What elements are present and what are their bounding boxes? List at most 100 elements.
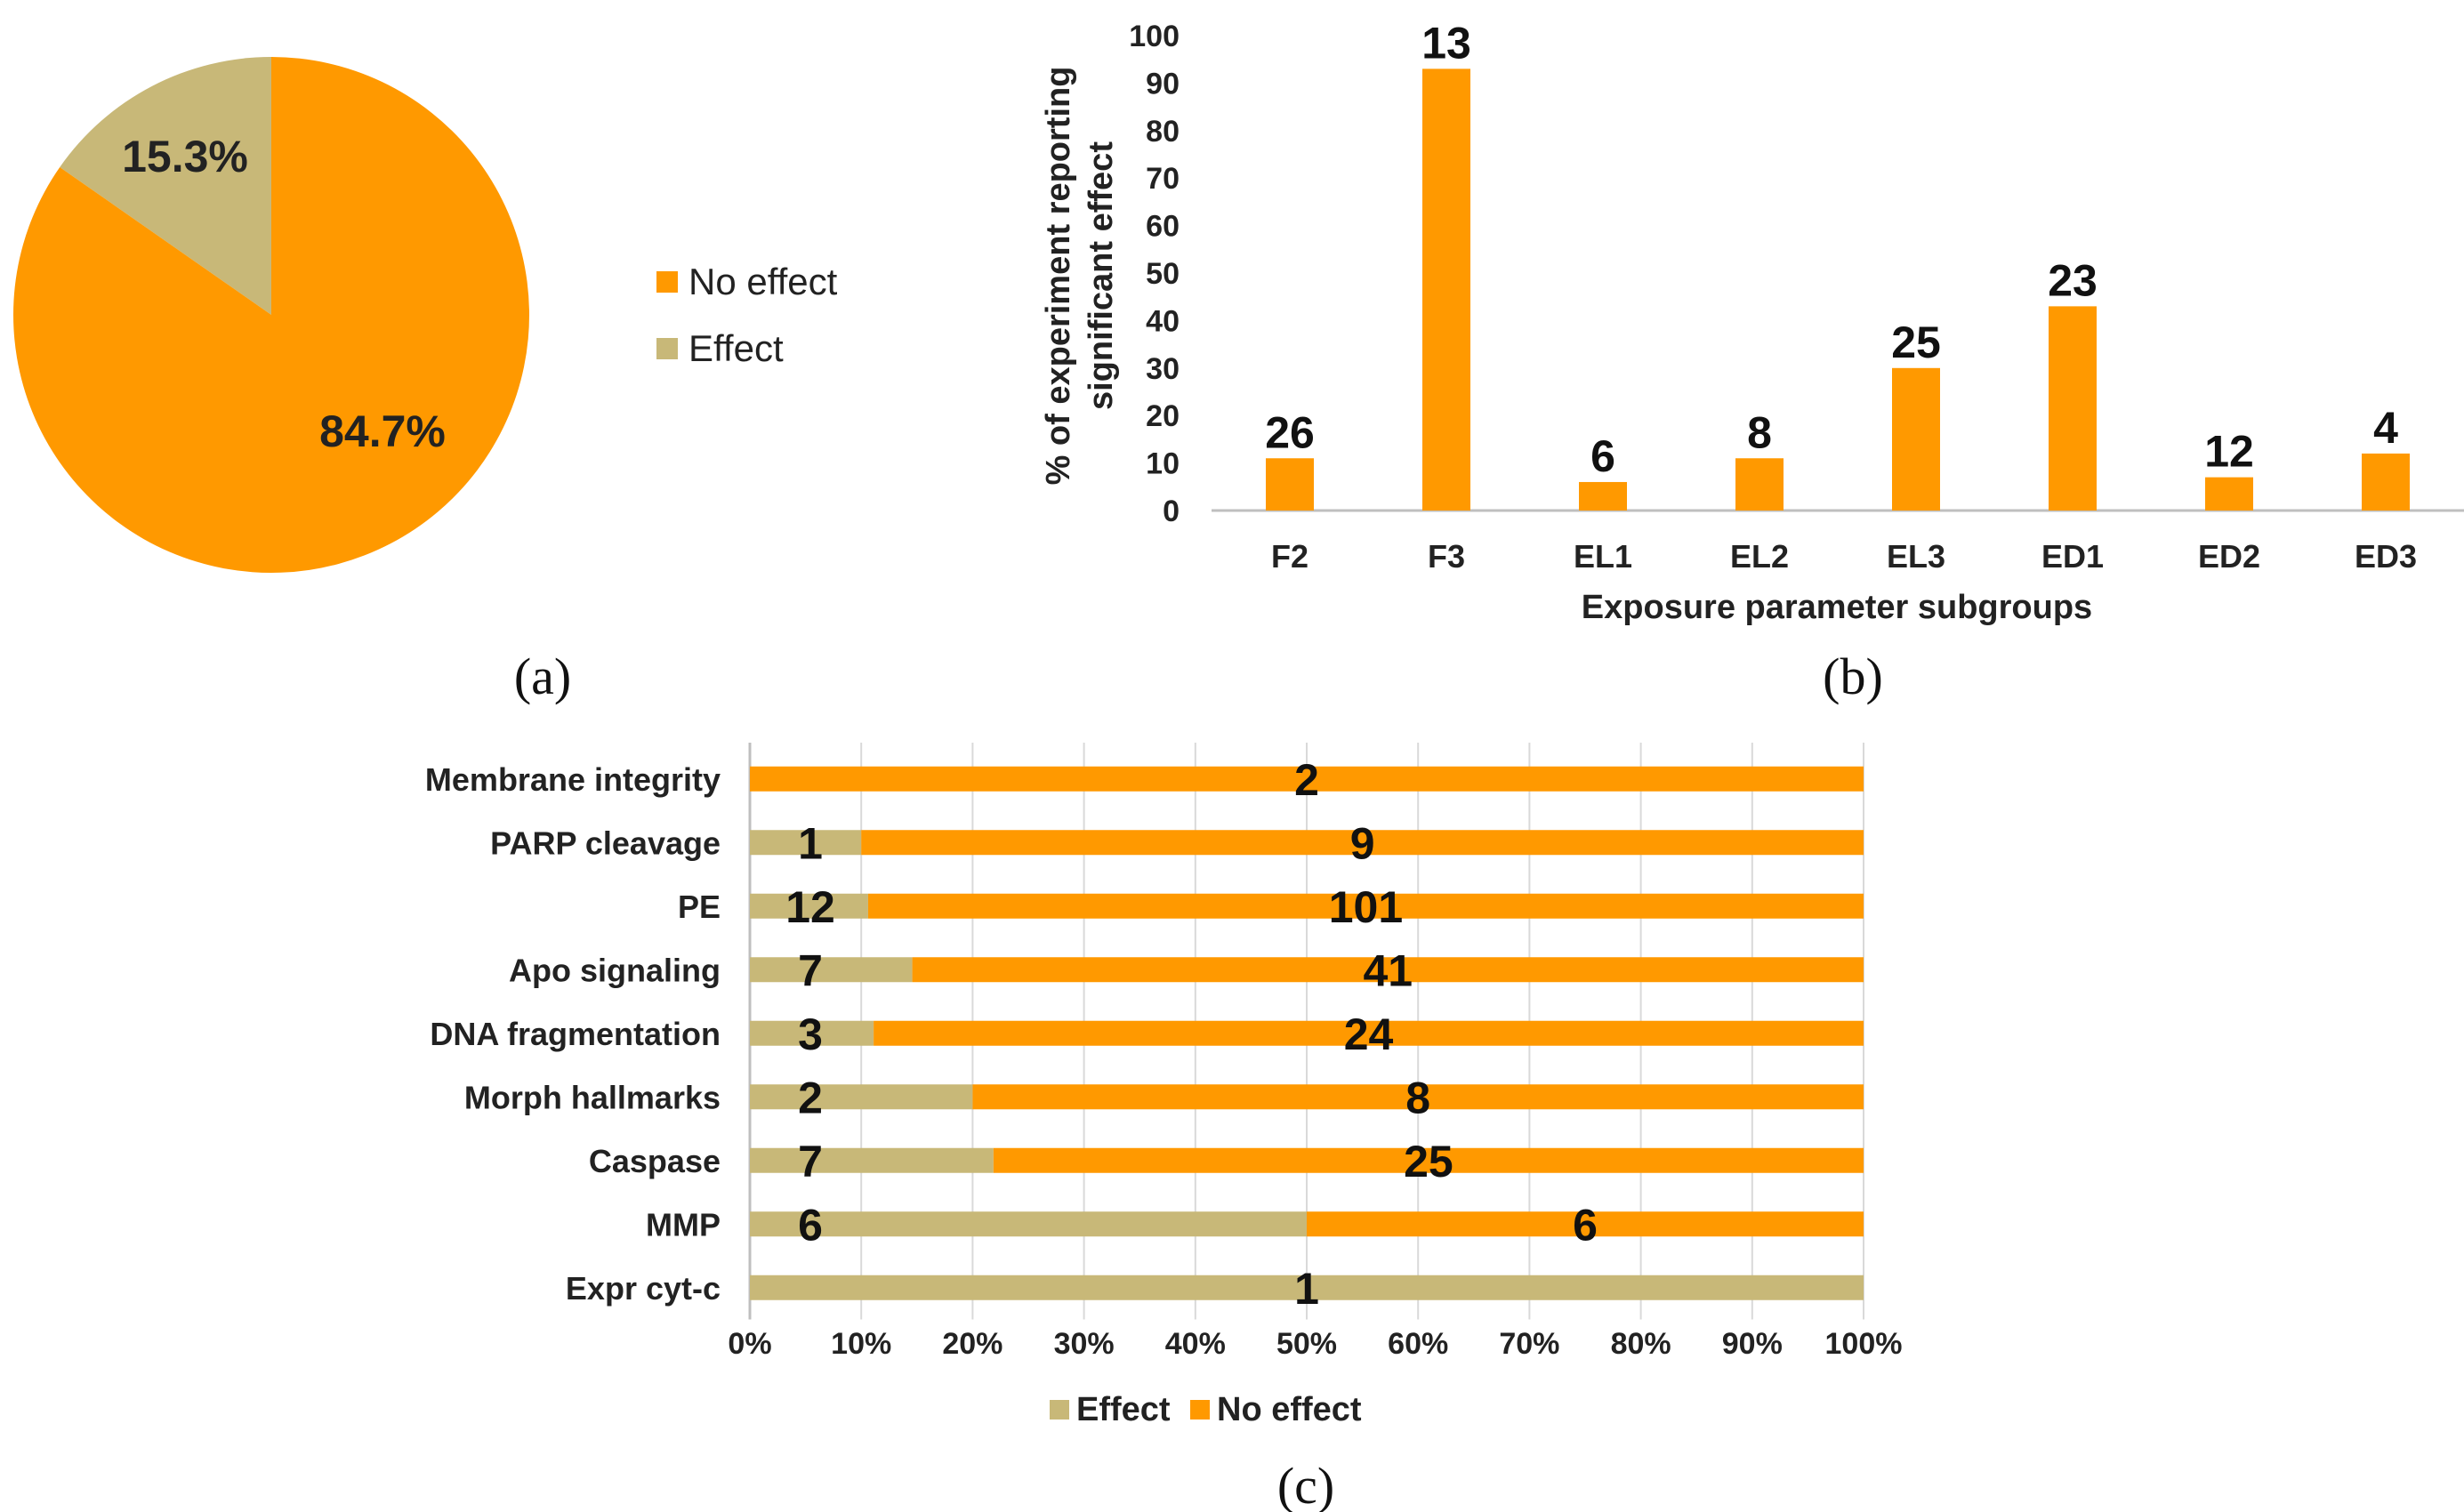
bar-label-ed1: 23 xyxy=(2048,255,2098,305)
bar-effect-parp-cleavage xyxy=(750,830,862,856)
y-category-apo-signaling: Apo signaling xyxy=(509,952,721,988)
x-axis-categories: F2 F3 EL1 EL2 EL3 ED1 ED2 ED3 xyxy=(1271,538,2417,575)
pie-legend: No effect Effect xyxy=(656,261,838,369)
y-tick-label: 100 xyxy=(1129,20,1180,53)
legend-label-no-effect: No effect xyxy=(1217,1391,1362,1428)
x-tick-label: 60% xyxy=(1388,1327,1448,1361)
x-tick-label: 30% xyxy=(1054,1327,1115,1361)
panel-label-c: (c) xyxy=(1277,1457,1334,1512)
bar-data-labels: 26 13 6 8 25 23 12 4 xyxy=(1265,18,2398,481)
label-no-effect-membrane-integrity: 2 xyxy=(1294,755,1319,805)
bar-effect-mmp xyxy=(750,1211,1307,1237)
legend-swatch-no-effect xyxy=(656,271,678,293)
legend-label-no-effect: No effect xyxy=(688,261,838,302)
bar-label-el2: 8 xyxy=(1747,407,1772,457)
y-category-mmp: MMP xyxy=(646,1206,721,1243)
bar-no-effect-membrane-integrity xyxy=(750,766,1864,792)
stacked-bars xyxy=(750,766,1864,1300)
y-tick-label: 70 xyxy=(1146,162,1180,196)
label-no-effect-dna-fragmentation: 24 xyxy=(1344,1009,1394,1059)
bar-label-el1: 6 xyxy=(1590,431,1615,481)
bar-f3 xyxy=(1422,68,1470,511)
y-category-expr-cyt-c: Expr cyt-c xyxy=(566,1270,721,1307)
label-no-effect-pe: 101 xyxy=(1329,882,1403,932)
y-tick-label: 60 xyxy=(1146,210,1180,244)
bar-no-effect-dna-fragmentation xyxy=(874,1020,1864,1046)
label-effect-morph-hallmarks: 2 xyxy=(798,1073,823,1122)
label-no-effect-caspase: 25 xyxy=(1404,1137,1453,1186)
y-tick-label: 20 xyxy=(1146,399,1180,433)
label-no-effect-morph-hallmarks: 8 xyxy=(1405,1073,1430,1122)
bar-no-effect-mmp xyxy=(1307,1211,1864,1237)
y-axis-title-line-2: significant effect xyxy=(1083,141,1120,410)
y-axis-categories: Membrane integrity PARP cleavage PE Apo sig… xyxy=(425,761,721,1307)
x-tick-label: 0% xyxy=(728,1327,771,1361)
bar-effect-apo-signaling xyxy=(750,957,913,983)
pie-label-no-effect: 84.7% xyxy=(319,406,446,456)
y-axis-title-line-1: % of experiment reporting xyxy=(1040,67,1077,486)
label-effect-mmp: 6 xyxy=(798,1200,823,1250)
y-tick-label: 10 xyxy=(1146,447,1180,481)
y-tick-label: 90 xyxy=(1146,67,1180,101)
x-category-f2: F2 xyxy=(1271,538,1308,575)
bar-no-effect-apo-signaling xyxy=(912,957,1864,983)
bar-label-ed3: 4 xyxy=(2373,403,2398,453)
label-no-effect-apo-signaling: 41 xyxy=(1363,945,1413,995)
stacked-bar-chart-c: 2 1 9 12 101 7 41 3 24 2 8 7 25 6 6 1 Membrane integrit… xyxy=(425,743,1903,1361)
y-tick-label: 0 xyxy=(1163,495,1180,528)
bar-label-f2: 26 xyxy=(1265,407,1315,457)
label-no-effect-mmp: 6 xyxy=(1573,1200,1598,1250)
y-category-dna-fragmentation: DNA fragmentation xyxy=(430,1016,721,1052)
label-effect-caspase: 7 xyxy=(798,1137,823,1186)
label-effect-expr-cyt-c: 1 xyxy=(1294,1264,1319,1314)
bar-effect-morph-hallmarks xyxy=(750,1084,973,1110)
y-tick-label: 50 xyxy=(1146,257,1180,291)
bar-effect-pe xyxy=(750,893,868,919)
panel-label-b: (b) xyxy=(1823,647,1883,705)
bar-label-el3: 25 xyxy=(1891,318,1941,367)
bar-ed2 xyxy=(2205,477,2253,511)
y-tick-label: 80 xyxy=(1146,115,1180,149)
y-category-morph-hallmarks: Morph hallmarks xyxy=(464,1079,721,1115)
x-tick-label: 90% xyxy=(1722,1327,1783,1361)
x-axis-title: Exposure parameter subgroups xyxy=(1582,589,2092,626)
legend-swatch-effect xyxy=(1050,1400,1069,1420)
y-axis-ticks: 0 10 20 30 40 50 60 70 80 90 100 xyxy=(1129,20,1180,528)
stacked-legend: Effect No effect xyxy=(1050,1391,1362,1428)
bar-f2 xyxy=(1266,458,1314,511)
pie-chart: 15.3% 84.7% xyxy=(12,57,529,573)
legend-label-effect: Effect xyxy=(688,327,784,369)
y-category-parp-cleavage: PARP cleavage xyxy=(490,824,721,861)
x-category-el1: EL1 xyxy=(1574,538,1632,575)
bar-effect-caspase xyxy=(750,1147,994,1173)
x-tick-label: 80% xyxy=(1611,1327,1671,1361)
bar-ed1 xyxy=(2049,306,2097,511)
legend-label-effect: Effect xyxy=(1076,1391,1171,1428)
bars xyxy=(1266,68,2410,511)
legend-swatch-no-effect xyxy=(1190,1400,1210,1420)
x-category-el3: EL3 xyxy=(1887,538,1945,575)
pie-slice-no-effect xyxy=(12,57,529,573)
label-effect-dna-fragmentation: 3 xyxy=(798,1009,823,1059)
label-effect-apo-signaling: 7 xyxy=(798,945,823,995)
x-category-ed3: ED3 xyxy=(2355,538,2417,575)
pie-label-effect: 15.3% xyxy=(122,132,248,181)
x-category-ed2: ED2 xyxy=(2198,538,2260,575)
y-tick-label: 40 xyxy=(1146,304,1180,338)
label-no-effect-parp-cleavage: 9 xyxy=(1350,818,1375,868)
y-category-membrane-integrity: Membrane integrity xyxy=(425,761,721,798)
legend-swatch-effect xyxy=(656,338,678,359)
bar-effect-expr-cyt-c xyxy=(750,1275,1864,1300)
y-category-caspase: Caspase xyxy=(589,1143,721,1179)
panel-label-a: (a) xyxy=(514,647,571,705)
y-tick-label: 30 xyxy=(1146,352,1180,386)
x-tick-label: 10% xyxy=(831,1327,891,1361)
x-tick-label: 100% xyxy=(1825,1327,1903,1361)
bar-no-effect-caspase xyxy=(993,1147,1864,1173)
bar-label-f3: 13 xyxy=(1421,18,1471,68)
bar-el2 xyxy=(1735,458,1784,511)
x-tick-label: 20% xyxy=(942,1327,1003,1361)
label-effect-pe: 12 xyxy=(785,882,835,932)
